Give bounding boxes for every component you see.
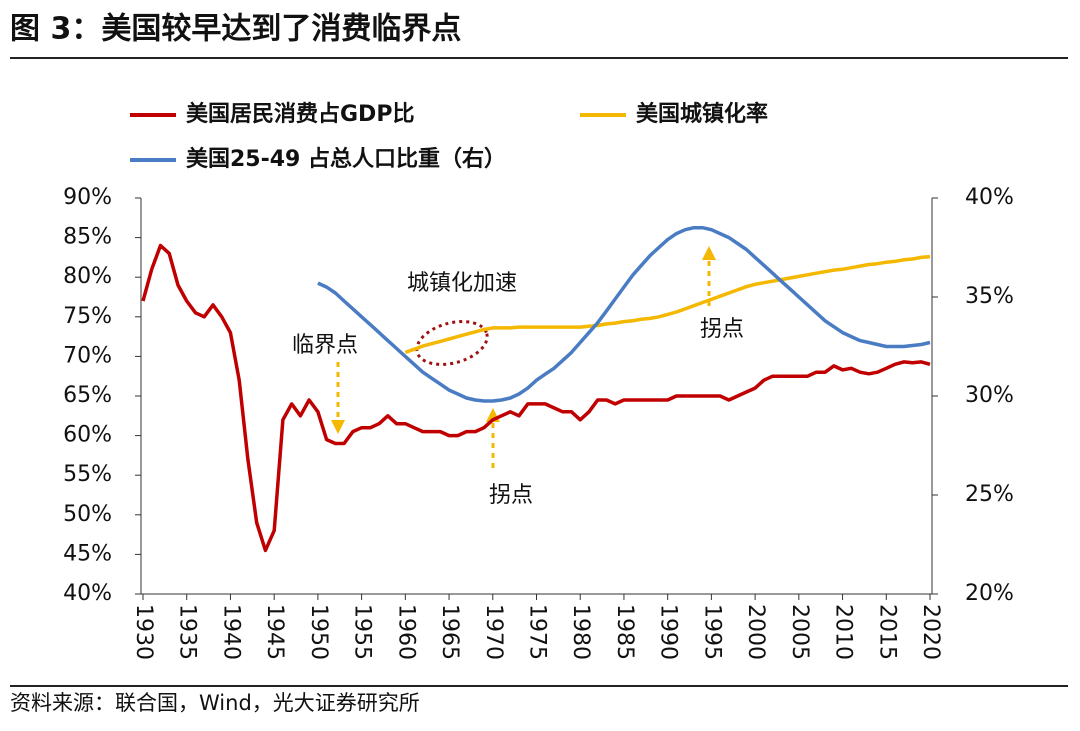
series-line bbox=[141, 243, 931, 553]
x-tick-label: 1935 bbox=[175, 604, 200, 660]
legend-label: 美国居民消费占GDP比 bbox=[186, 101, 414, 127]
series-line bbox=[404, 254, 931, 355]
y2-tick-label: 20% bbox=[965, 581, 1014, 606]
x-tick-label: 1960 bbox=[393, 604, 418, 660]
x-tick-label: 1955 bbox=[350, 604, 375, 660]
y-tick-label: 60% bbox=[63, 423, 112, 448]
source: 资料来源：联合国，Wind，光大证券研究所 bbox=[10, 691, 420, 715]
y-tick-label: 70% bbox=[63, 343, 112, 368]
y-tick-label: 90% bbox=[63, 185, 112, 210]
y-tick-label: 55% bbox=[63, 462, 112, 487]
chart-title: 图 3：美国较早达到了消费临界点 bbox=[10, 12, 461, 47]
x-tick-label: 2005 bbox=[787, 604, 812, 660]
x-tick-label: 1990 bbox=[656, 604, 681, 660]
y2-tick-label: 35% bbox=[965, 284, 1014, 309]
y-tick-label: 65% bbox=[63, 383, 112, 408]
arrow-head bbox=[331, 420, 345, 434]
arrows bbox=[331, 246, 716, 468]
y-tick-label: 75% bbox=[63, 304, 112, 329]
x-tick-label: 1940 bbox=[218, 604, 243, 660]
x-tick-label: 1930 bbox=[131, 604, 156, 660]
series-line bbox=[317, 225, 931, 403]
annotation: 拐点 bbox=[700, 317, 744, 342]
y2-tick-label: 30% bbox=[965, 383, 1014, 408]
highlight-ellipse bbox=[415, 320, 489, 366]
x-tick-label: 2000 bbox=[743, 604, 768, 660]
y2-tick-label: 40% bbox=[965, 185, 1014, 210]
x-tick-label: 1975 bbox=[525, 604, 550, 660]
x-tick-label: 2020 bbox=[918, 604, 943, 660]
x-tick-label: 2010 bbox=[831, 604, 856, 660]
x-tick-label: 1970 bbox=[481, 604, 506, 660]
x-tick-label: 1995 bbox=[699, 604, 724, 660]
annotation: 城镇化加速 bbox=[407, 271, 517, 296]
y-tick-label: 85% bbox=[63, 225, 112, 250]
legend-label: 美国城镇化率 bbox=[636, 101, 768, 127]
x-tick-label: 2015 bbox=[874, 604, 899, 660]
x-tick-label: 1980 bbox=[568, 604, 593, 660]
x-tick-label: 1965 bbox=[437, 604, 462, 660]
y-tick-label: 80% bbox=[63, 264, 112, 289]
x-tick-label: 1945 bbox=[262, 604, 287, 660]
y-tick-label: 45% bbox=[63, 541, 112, 566]
y2-tick-label: 25% bbox=[965, 482, 1014, 507]
legend-label: 美国25-49 占总人口比重（右） bbox=[186, 146, 506, 172]
y-tick-label: 50% bbox=[63, 502, 112, 527]
arrow-head bbox=[702, 246, 716, 260]
annotation: 临界点 bbox=[292, 333, 358, 358]
x-tick-label: 1985 bbox=[612, 604, 637, 660]
y-tick-label: 40% bbox=[63, 581, 112, 606]
annotation: 拐点 bbox=[489, 483, 533, 508]
x-tick-label: 1950 bbox=[306, 604, 331, 660]
